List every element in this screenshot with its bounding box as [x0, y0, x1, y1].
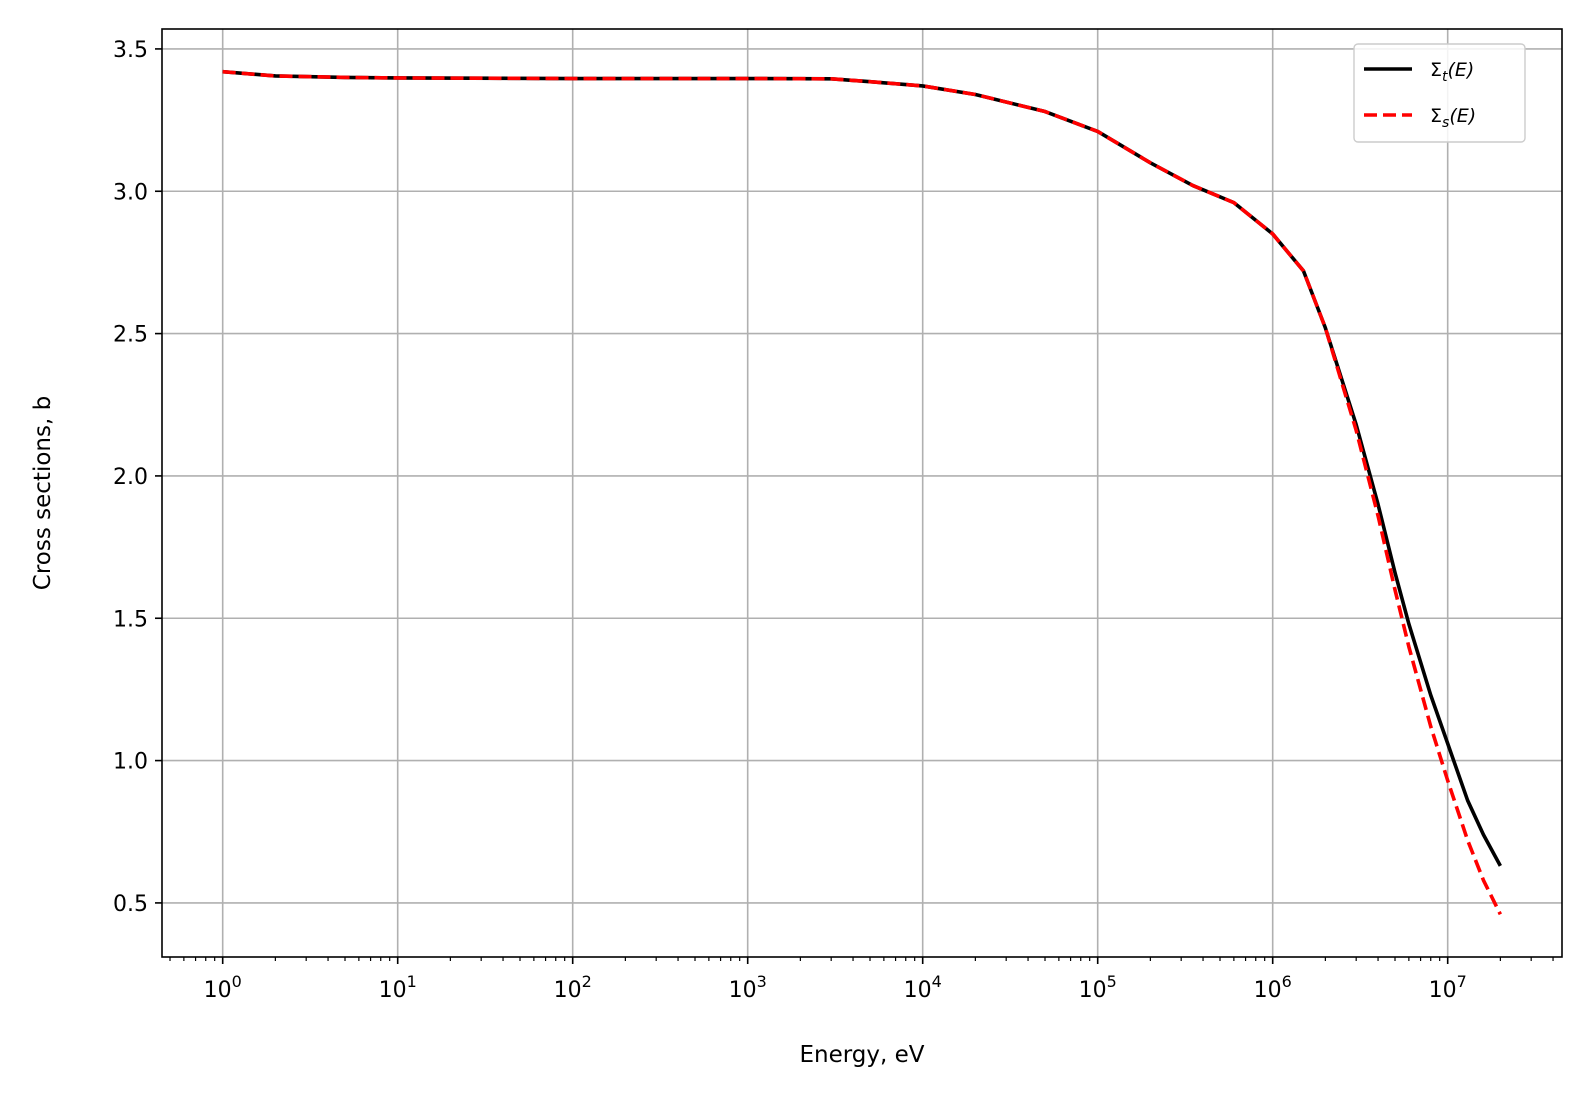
y-tick-label: 3.0 [113, 180, 148, 205]
y-tick-label: 0.5 [113, 892, 148, 917]
y-tick-label: 2.5 [113, 323, 148, 348]
y-tick-label: 3.5 [113, 38, 148, 63]
y-tick-label: 2.0 [113, 465, 148, 490]
y-axis-label: Cross sections, b [30, 396, 56, 590]
y-tick-label: 1.5 [113, 607, 148, 632]
legend: Σt(E)Σs(E) [1354, 44, 1525, 142]
y-tick-label: 1.0 [113, 750, 148, 775]
x-axis-label: Energy, eV [799, 1042, 924, 1068]
